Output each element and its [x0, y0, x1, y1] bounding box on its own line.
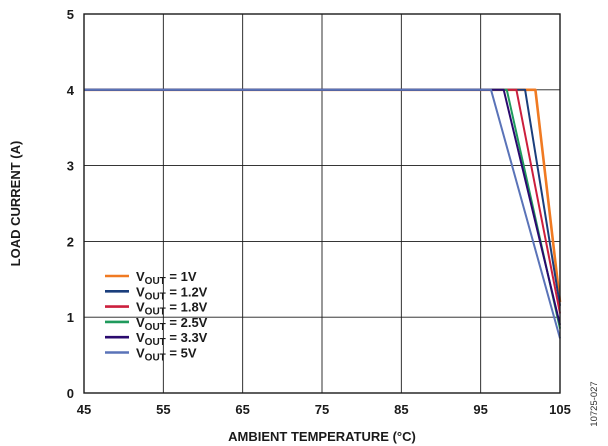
- series-lines: [84, 88, 562, 339]
- x-axis-title: AMBIENT TEMPERATURE (°C): [228, 429, 416, 444]
- legend-label: VOUT = 1.2V: [136, 284, 208, 302]
- series-line: [84, 88, 561, 339]
- plot-frame: [83, 13, 561, 394]
- x-tick-label: 45: [77, 402, 91, 417]
- y-tick-label: 4: [67, 83, 75, 98]
- legend-label: VOUT = 1.8V: [136, 300, 208, 318]
- x-tick-label: 85: [394, 402, 408, 417]
- x-tick-label: 65: [235, 402, 249, 417]
- y-tick-label: 2: [67, 234, 74, 249]
- x-tick-label: 55: [156, 402, 170, 417]
- figure-id: 10725-027: [589, 381, 600, 426]
- legend-label: VOUT = 3.3V: [136, 330, 208, 348]
- x-tick-label: 75: [315, 402, 329, 417]
- legend-label: VOUT = 1V: [136, 269, 197, 287]
- x-tick-label: 105: [549, 402, 571, 417]
- y-tick-label: 1: [67, 310, 74, 325]
- y-tick-label: 3: [67, 159, 74, 174]
- legend-label: VOUT = 5V: [136, 346, 197, 364]
- y-tick-label: 5: [67, 7, 74, 22]
- y-tick-label: 0: [67, 386, 74, 401]
- x-tick-label: 95: [473, 402, 487, 417]
- y-axis-title: LOAD CURRENT (A): [8, 141, 23, 267]
- legend-label: VOUT = 2.5V: [136, 315, 208, 333]
